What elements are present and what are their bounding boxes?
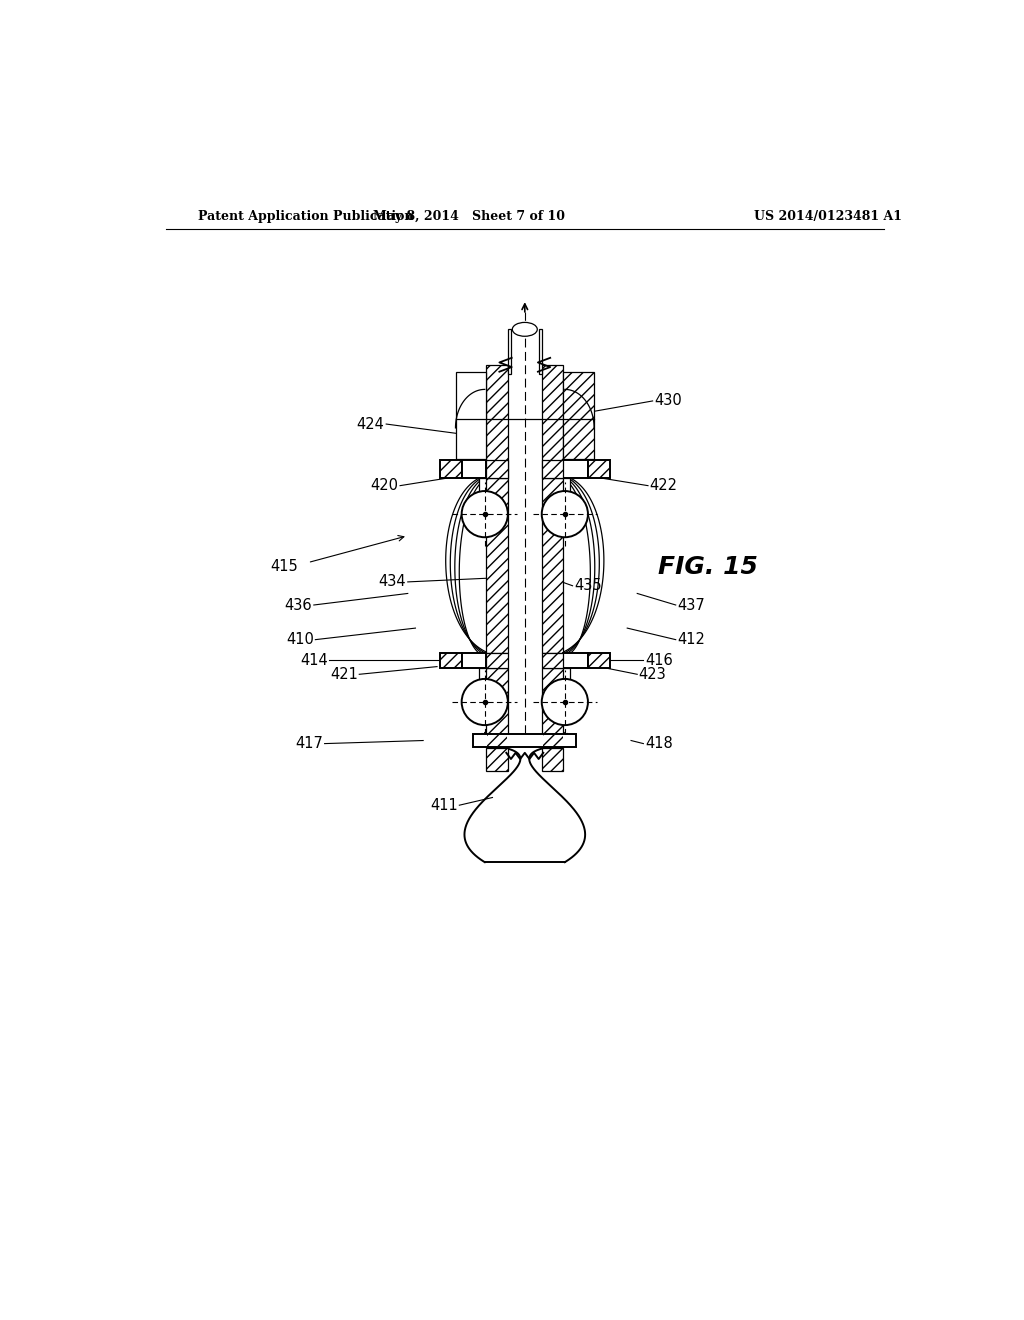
Bar — [588, 653, 609, 668]
Text: Patent Application Publication: Patent Application Publication — [199, 210, 414, 223]
Text: 420: 420 — [371, 478, 398, 494]
Text: 422: 422 — [649, 478, 678, 494]
Bar — [542, 653, 563, 668]
Text: 412: 412 — [677, 632, 706, 647]
Bar — [542, 748, 563, 771]
Text: 423: 423 — [639, 667, 667, 682]
Bar — [486, 461, 508, 478]
Text: 410: 410 — [286, 632, 313, 647]
Text: 414: 414 — [300, 653, 328, 668]
Bar — [559, 668, 570, 688]
Bar — [542, 364, 563, 478]
Bar — [462, 461, 486, 478]
Bar — [563, 372, 594, 459]
Bar — [508, 330, 511, 374]
Text: 434: 434 — [379, 574, 407, 590]
Bar — [542, 461, 563, 478]
Text: 415: 415 — [270, 558, 298, 574]
Text: 437: 437 — [677, 598, 705, 612]
Text: US 2014/0123481 A1: US 2014/0123481 A1 — [755, 210, 902, 223]
Bar — [486, 748, 508, 771]
Bar — [539, 330, 542, 374]
Ellipse shape — [512, 322, 538, 337]
Text: 411: 411 — [430, 797, 458, 813]
Text: 418: 418 — [645, 737, 673, 751]
Bar — [487, 735, 507, 746]
Circle shape — [542, 491, 588, 537]
Circle shape — [542, 678, 588, 725]
Bar — [563, 653, 588, 668]
Text: 424: 424 — [356, 417, 385, 432]
Text: FIG. 15: FIG. 15 — [658, 554, 758, 578]
Bar — [588, 461, 609, 478]
Text: May 8, 2014   Sheet 7 of 10: May 8, 2014 Sheet 7 of 10 — [374, 210, 565, 223]
Bar — [462, 653, 486, 668]
Bar — [456, 372, 486, 459]
Bar — [563, 461, 588, 478]
Text: 436: 436 — [285, 598, 312, 612]
Bar — [486, 668, 508, 747]
Bar — [559, 478, 570, 498]
Bar — [479, 478, 490, 498]
Bar — [486, 653, 508, 668]
Bar — [440, 653, 462, 668]
Bar — [542, 478, 563, 653]
Bar — [542, 668, 563, 747]
Bar — [486, 478, 508, 653]
Text: 430: 430 — [654, 393, 682, 408]
Text: 421: 421 — [330, 667, 357, 682]
Bar — [473, 734, 577, 747]
Text: 435: 435 — [574, 578, 602, 593]
Bar — [486, 364, 508, 478]
Circle shape — [462, 678, 508, 725]
Text: 416: 416 — [645, 653, 673, 668]
Bar — [479, 668, 490, 688]
Bar — [440, 461, 462, 478]
Text: 417: 417 — [295, 737, 323, 751]
Bar — [543, 735, 562, 746]
Circle shape — [462, 491, 508, 537]
